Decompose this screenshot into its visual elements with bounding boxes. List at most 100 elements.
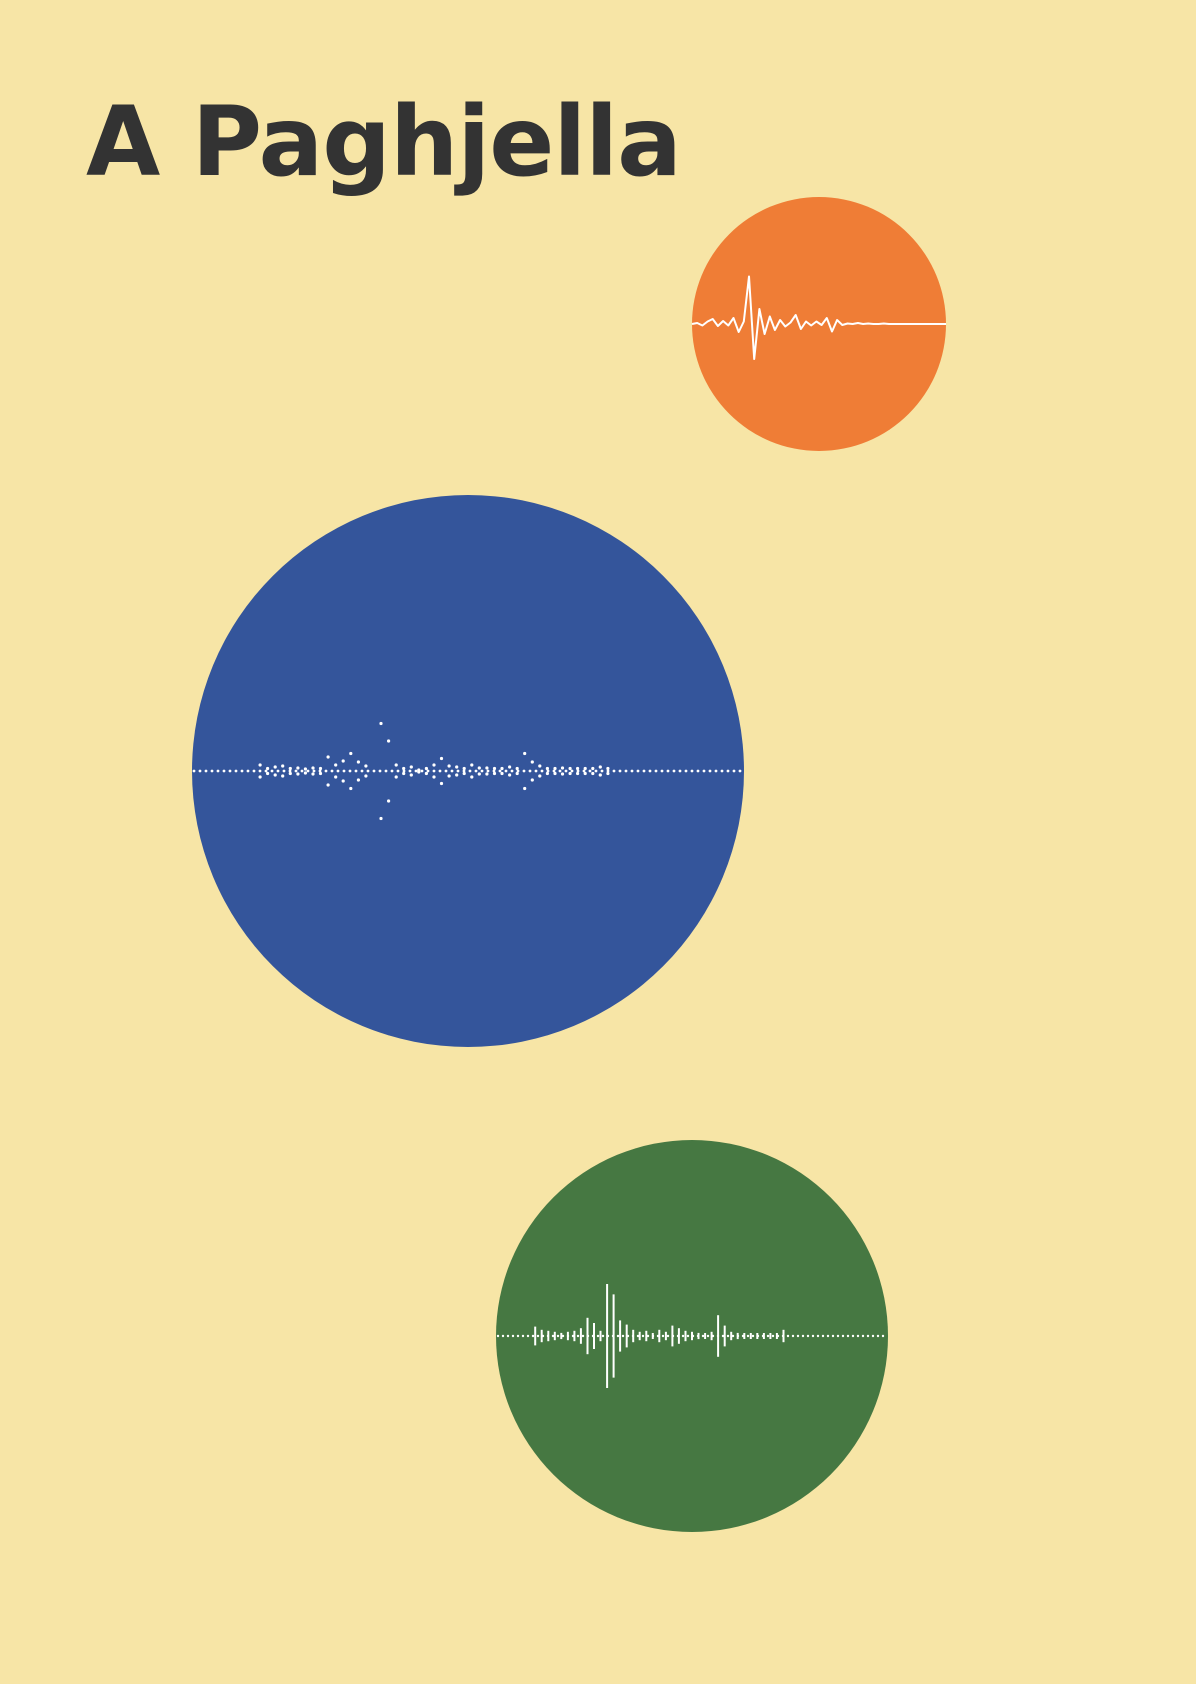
waveform-dot	[409, 765, 413, 769]
waveform-dot	[334, 775, 338, 779]
waveform-dot	[318, 771, 323, 776]
waveform-dot	[564, 769, 568, 773]
waveform-dot	[372, 769, 376, 773]
waveform-dot	[356, 778, 360, 782]
waveform-dot	[258, 775, 262, 779]
waveform-dot	[538, 774, 542, 778]
waveform-dot	[856, 1334, 860, 1338]
waveform-dot	[474, 769, 478, 773]
waveform-dot	[846, 1334, 850, 1338]
waveform-dot	[296, 772, 300, 776]
waveform-dot	[192, 769, 196, 773]
orange-circle-waveform-line	[691, 275, 946, 360]
waveform-dot	[598, 773, 602, 777]
waveform-dot	[326, 783, 330, 787]
waveform-dot	[492, 766, 497, 771]
waveform-dot	[551, 1334, 555, 1338]
waveform-dot	[424, 766, 428, 771]
waveform-dot	[364, 764, 368, 768]
waveform-dot	[806, 1334, 810, 1338]
waveform-dot	[771, 1334, 775, 1338]
waveform-dot	[515, 766, 519, 771]
waveform-dot	[246, 769, 250, 773]
waveform-dot	[642, 769, 646, 773]
waveform-dot	[598, 765, 602, 769]
waveform-dot	[831, 1334, 835, 1338]
waveform-dot	[349, 751, 353, 756]
waveform-dot	[470, 775, 474, 779]
waveform-dot	[402, 771, 406, 776]
waveform-dot	[881, 1334, 885, 1338]
waveform-dot	[690, 769, 694, 773]
waveform-dot	[258, 769, 262, 773]
waveform-dot	[576, 1334, 580, 1338]
waveform-dot	[576, 766, 580, 771]
waveform-dot	[701, 1334, 705, 1338]
waveform-dot	[766, 1334, 770, 1338]
waveform-dot	[462, 769, 466, 773]
waveform-dot	[455, 765, 459, 769]
waveform-dot	[311, 772, 315, 776]
waveform-dot	[492, 771, 497, 776]
waveform-dot	[612, 769, 616, 773]
waveform-dot	[288, 771, 292, 776]
waveform-dot	[470, 763, 474, 767]
waveform-dot	[576, 771, 580, 776]
waveform-dot	[702, 769, 706, 773]
waveform-dot	[521, 1334, 525, 1338]
waveform-dot	[515, 771, 519, 776]
waveform-dot	[348, 769, 352, 773]
waveform-dot	[303, 771, 307, 775]
blue-circle	[192, 495, 744, 1047]
waveform-dot	[811, 1334, 815, 1338]
waveform-dot	[414, 769, 418, 773]
waveform-dot	[500, 766, 504, 771]
waveform-dot	[210, 769, 214, 773]
waveform-dot	[560, 772, 565, 776]
waveform-dot	[455, 773, 459, 777]
waveform-dot	[504, 769, 508, 773]
waveform-dot	[439, 781, 444, 786]
waveform-dot	[616, 1334, 620, 1338]
waveform-dot	[281, 764, 285, 768]
waveform-dot	[234, 769, 238, 773]
waveform-dot	[281, 774, 285, 778]
waveform-dot	[821, 1334, 825, 1338]
waveform-dot	[583, 771, 587, 776]
waveform-dot	[270, 769, 274, 773]
waveform-dot	[641, 1334, 645, 1338]
waveform-dot	[568, 771, 572, 776]
waveform-dot	[477, 766, 481, 770]
waveform-dot	[477, 772, 481, 776]
waveform-dot	[394, 763, 398, 767]
waveform-dot	[746, 1334, 750, 1338]
waveform-dot	[726, 769, 730, 773]
waveform-dot	[252, 769, 256, 773]
waveform-dot	[636, 769, 640, 773]
waveform-dot	[606, 769, 610, 773]
waveform-dot	[866, 1334, 870, 1338]
waveform-dot	[516, 1334, 520, 1338]
waveform-dot	[606, 771, 610, 776]
waveform-dot	[462, 771, 466, 776]
waveform-dot	[726, 1334, 730, 1338]
waveform-dot	[387, 799, 391, 803]
waveform-dot	[531, 1334, 535, 1338]
waveform-dot	[366, 769, 370, 773]
waveform-dot	[801, 1334, 805, 1338]
waveform-dot	[204, 769, 208, 773]
waveform-dot	[681, 1334, 685, 1338]
waveform-dot	[273, 765, 277, 769]
waveform-dot	[596, 1334, 600, 1338]
poster-title: A Paghjella	[86, 86, 682, 198]
waveform-dot	[560, 766, 565, 770]
waveform-dot	[354, 769, 358, 773]
waveform-dot	[791, 1334, 795, 1338]
waveform-dot	[447, 774, 451, 778]
waveform-dot	[326, 755, 330, 759]
waveform-dot	[266, 771, 270, 776]
waveform-dot	[576, 769, 580, 773]
waveform-dot	[732, 769, 736, 773]
